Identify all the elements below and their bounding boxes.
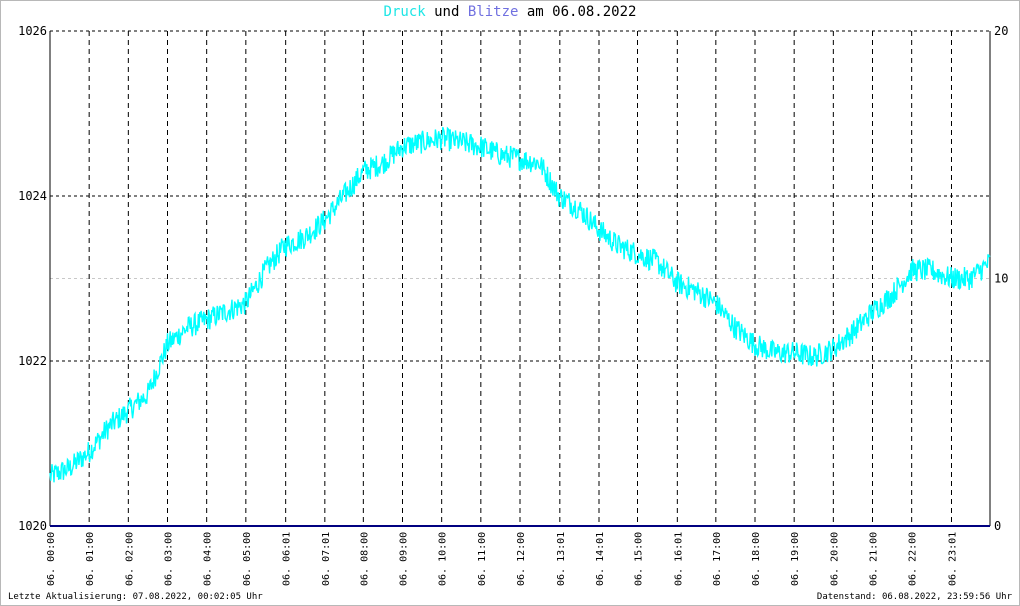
chart-title: Druck und Blitze am 06.08.2022 bbox=[0, 4, 1020, 20]
x-tick-label: 06. 16:01 bbox=[673, 532, 684, 586]
y-right-tick-label: 0 bbox=[994, 519, 1001, 533]
x-tick-label: 06. 03:00 bbox=[164, 532, 175, 586]
x-tick-label: 06. 11:00 bbox=[477, 532, 488, 586]
footer-last-update: Letzte Aktualisierung: 07.08.2022, 00:02… bbox=[8, 592, 263, 602]
title-series1: Druck bbox=[383, 4, 426, 20]
x-tick-label: 06. 22:00 bbox=[908, 532, 919, 586]
x-tick-label: 06. 21:00 bbox=[869, 532, 880, 586]
y-left-tick-label: 1024 bbox=[18, 189, 47, 203]
title-series2: Blitze bbox=[467, 4, 519, 20]
x-tick-label: 06. 13:01 bbox=[556, 532, 567, 586]
x-tick-label: 06. 00:00 bbox=[46, 532, 57, 586]
x-tick-label: 06. 10:00 bbox=[438, 532, 449, 586]
series-druck-line bbox=[49, 126, 991, 483]
x-tick-label: 06. 02:00 bbox=[124, 532, 135, 586]
x-tick-label: 06. 09:00 bbox=[399, 532, 410, 586]
x-tick-label: 06. 07:01 bbox=[321, 532, 332, 586]
x-tick-label: 06. 23:01 bbox=[947, 532, 958, 586]
footer-data-status: Datenstand: 06.08.2022, 23:59:56 Uhr bbox=[816, 592, 1012, 602]
y-right-tick-label: 20 bbox=[994, 24, 1008, 38]
x-tick-label: 06. 19:00 bbox=[790, 532, 801, 586]
y-left-tick-label: 1026 bbox=[18, 24, 47, 38]
x-tick-label: 06. 06:01 bbox=[282, 532, 293, 586]
y-left-tick-label: 1022 bbox=[18, 354, 47, 368]
x-tick-label: 06. 15:00 bbox=[634, 532, 645, 586]
x-tick-label: 06. 14:01 bbox=[595, 532, 606, 586]
x-tick-label: 06. 05:00 bbox=[242, 532, 253, 586]
x-tick-label: 06. 20:00 bbox=[829, 532, 840, 586]
x-tick-label: 06. 18:00 bbox=[751, 532, 762, 586]
title-mid: und bbox=[434, 4, 460, 20]
x-tick-label: 06. 08:00 bbox=[359, 532, 370, 586]
x-tick-label: 06. 17:00 bbox=[712, 532, 723, 586]
x-tick-label: 06. 04:00 bbox=[203, 532, 214, 586]
title-tail: am 06.08.2022 bbox=[526, 4, 637, 20]
y-right-tick-label: 10 bbox=[994, 272, 1008, 286]
x-tick-label: 06. 12:00 bbox=[516, 532, 527, 586]
y-left-tick-label: 1020 bbox=[18, 519, 47, 533]
x-tick-label: 06. 01:00 bbox=[85, 532, 96, 586]
